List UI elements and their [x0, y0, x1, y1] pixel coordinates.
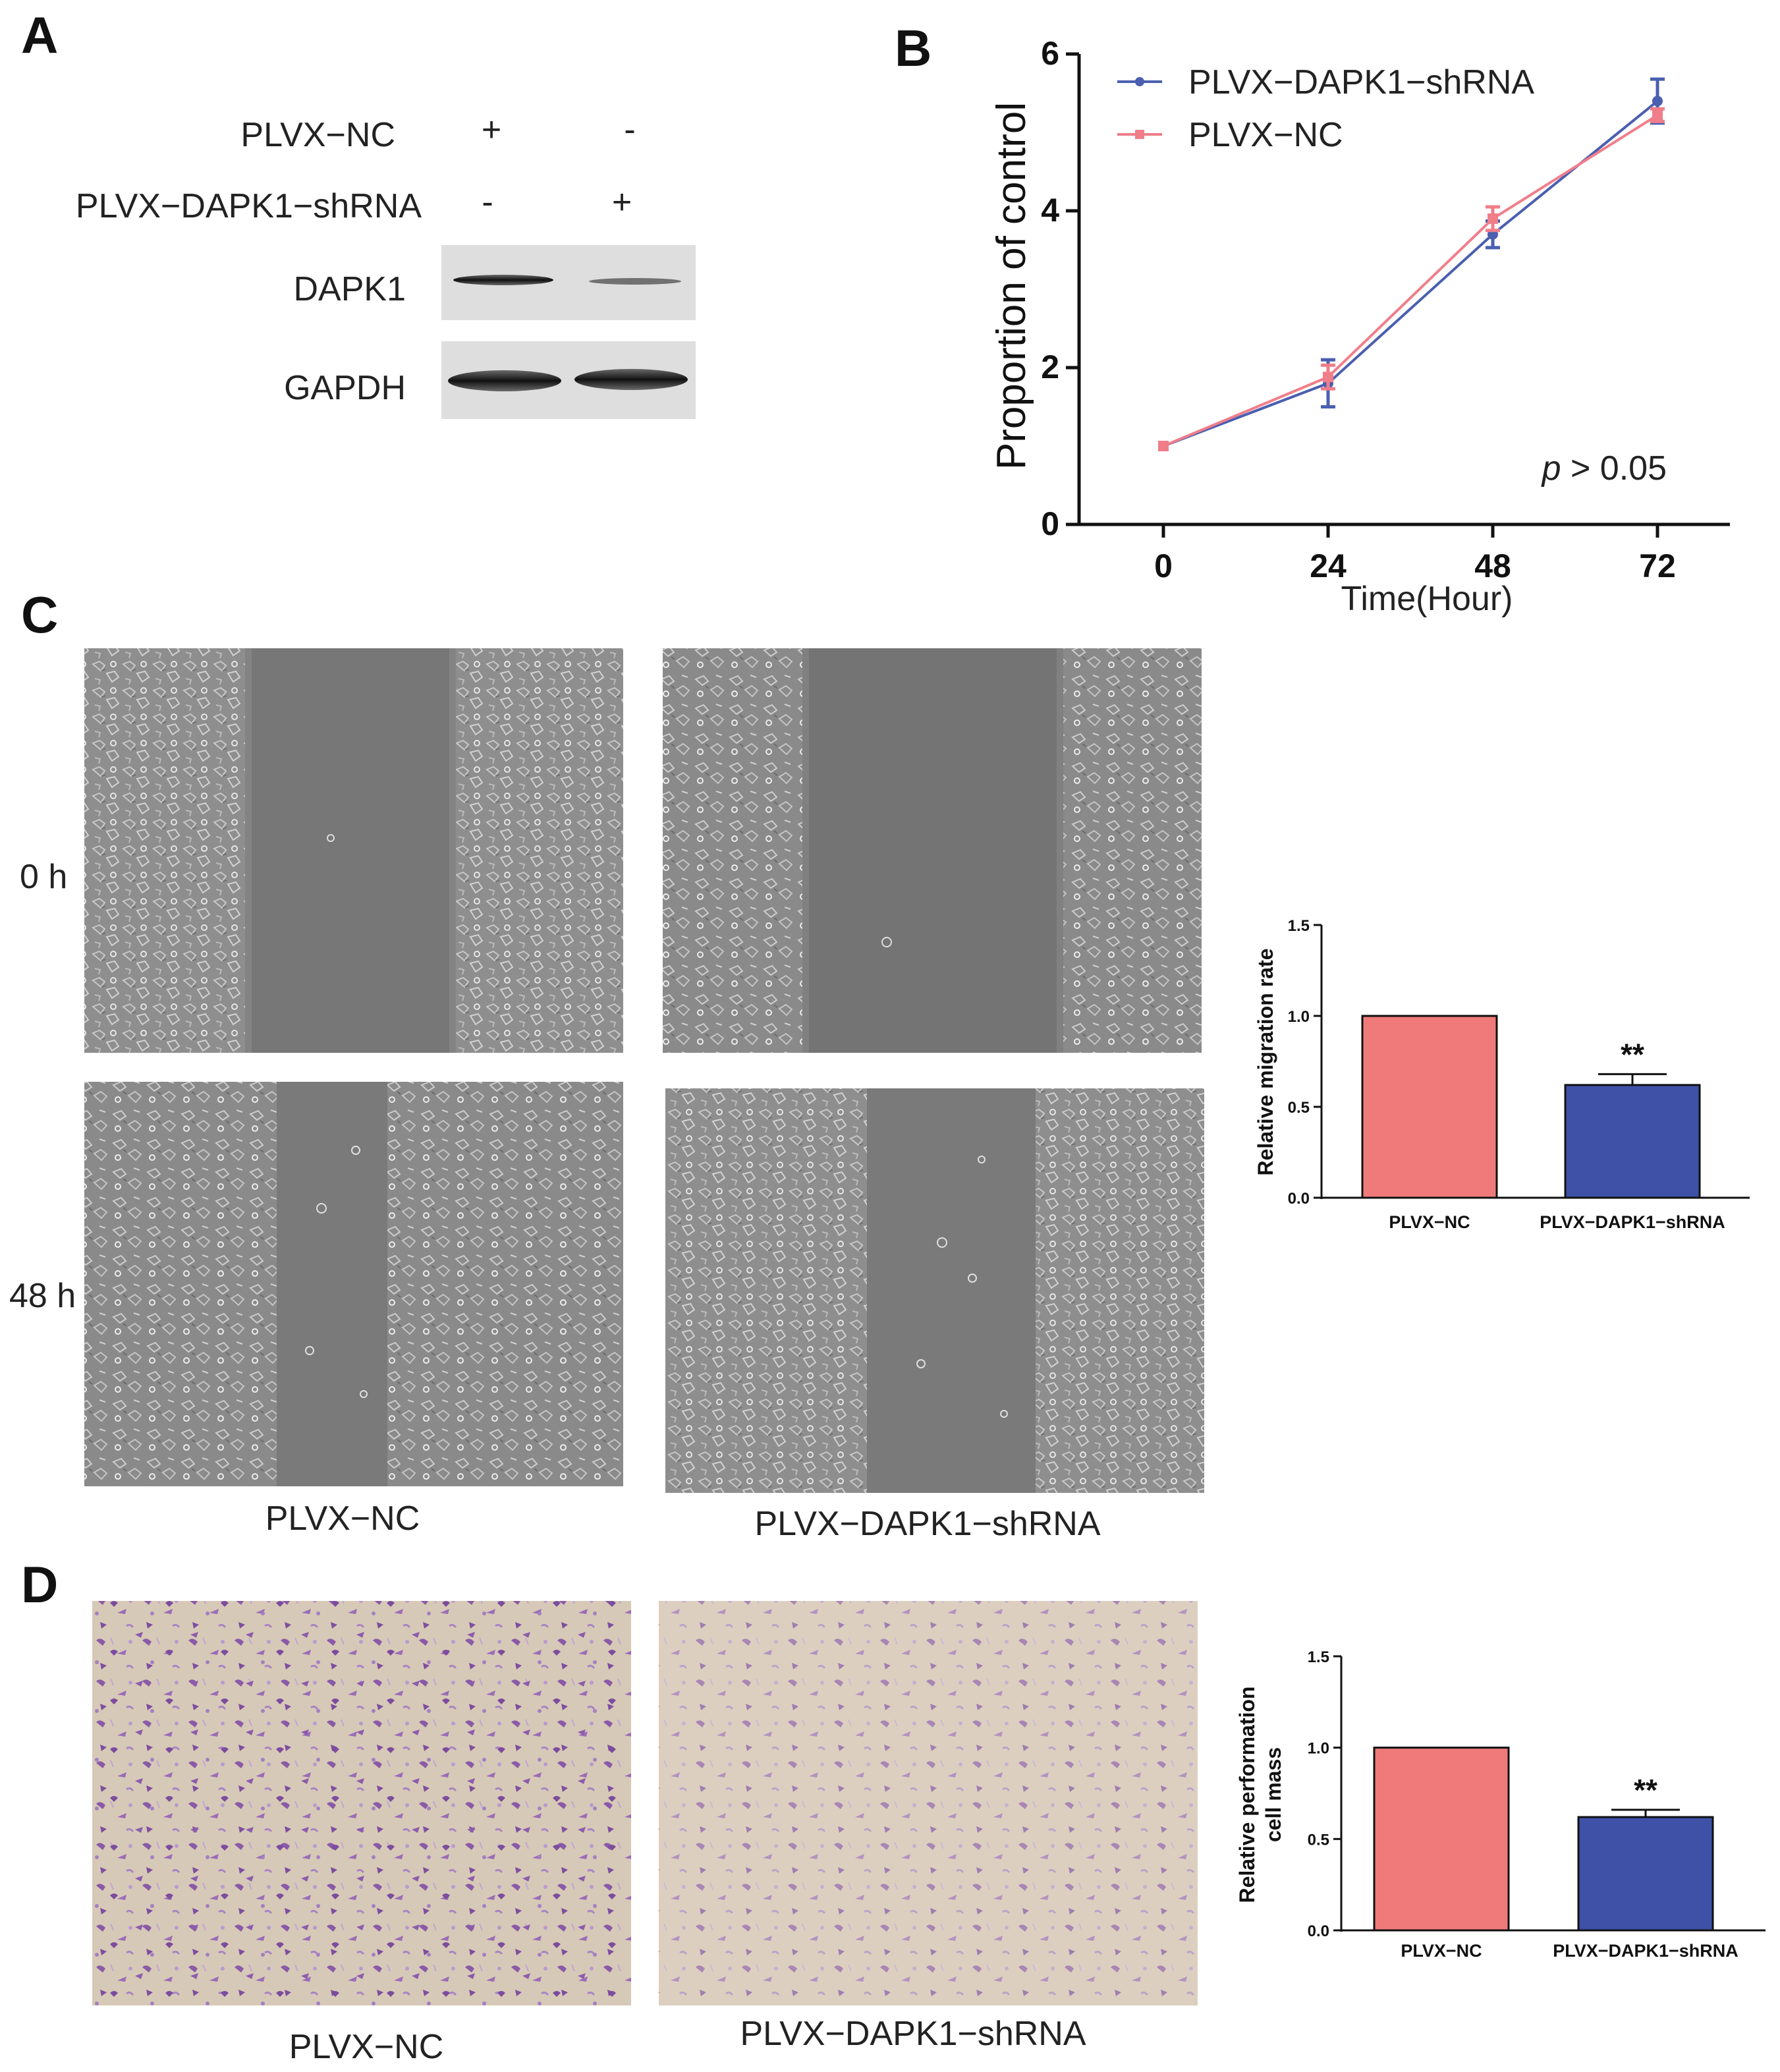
chart-b-y-ticks: 0 2 4 6	[1041, 35, 1079, 542]
panel-a-western-blot: PLVX−NC PLVX−DAPK1−shRNA + - - + DAPK1 G…	[76, 111, 696, 419]
chart-b-y-tick-label: 0	[1041, 505, 1059, 542]
micrograph-d-nc	[92, 1601, 631, 2005]
chart-c-bar-shrna	[1564, 1084, 1701, 1199]
chart-c-y-tick-label: 0.5	[1288, 1099, 1310, 1117]
caption-c-nc: PLVX−NC	[265, 1499, 420, 1538]
chart-c-y-tick-label: 0.0	[1288, 1190, 1310, 1208]
sign-nc-lane2: -	[624, 111, 635, 149]
chart-c-y-ticks: 0.0 0.5 1.0 1.5	[1288, 917, 1321, 1208]
p-threshold: > 0.05	[1561, 449, 1667, 488]
band-gapdh-shrna	[574, 369, 688, 390]
chart-c-y-axis-title: Relative migration rate	[1254, 949, 1277, 1176]
panel-d-transwell: PLVX−NC PLVX−DAPK1−shRNA	[92, 1601, 1198, 2066]
chart-b-y-tick-label: 4	[1041, 192, 1059, 229]
chart-c-migration: 0.0 0.5 1.0 1.5 PLVX−NC ** PLVX−DAPK1−shRNA R…	[1254, 917, 1750, 1232]
panel-label-a: A	[21, 6, 58, 64]
chart-d-category-label: PLVX−NC	[1401, 1941, 1482, 1961]
chart-d-y-tick-label: 1.0	[1308, 1740, 1329, 1758]
panel-label-c: C	[21, 586, 58, 644]
micrograph-shrna-0h	[663, 648, 1202, 1053]
chart-b-series	[1158, 77, 1665, 451]
sign-shrna-lane2: +	[612, 183, 632, 221]
chart-b-x-tick-label: 24	[1310, 547, 1347, 584]
chart-b-y-tick-label: 2	[1041, 349, 1059, 385]
chart-c-category-label: PLVX−DAPK1−shRNA	[1540, 1212, 1725, 1232]
micrograph-nc-0h	[84, 648, 623, 1053]
caption-c-shrna: PLVX−DAPK1−shRNA	[754, 1505, 1100, 1543]
p-symbol: p	[1541, 449, 1561, 488]
chart-b-point-nc	[1158, 441, 1169, 451]
legend-label-nc: PLVX−NC	[1188, 116, 1343, 154]
micrograph-shrna-48h	[665, 1088, 1204, 1493]
panel-c-scratch-assay: 0 h 48 h	[9, 648, 1204, 1543]
chart-c-y-tick-label: 1.0	[1288, 1008, 1310, 1026]
chart-b-y-tick-label: 6	[1041, 35, 1059, 72]
panel-label-d: D	[21, 1555, 58, 1613]
caption-d-shrna: PLVX−DAPK1−shRNA	[740, 2015, 1086, 2053]
chart-b-point-shrna	[1652, 96, 1663, 107]
chart-d-y-ticks: 0.0 0.5 1.0 1.5	[1308, 1648, 1341, 1940]
chart-b-x-tick-label: 72	[1639, 547, 1676, 584]
caption-d-nc: PLVX−NC	[289, 2028, 444, 2066]
chart-d-cell-mass: 0.0 0.5 1.0 1.5 PLVX−NC ** PLVX−DAPK1−shRNA R…	[1235, 1648, 1766, 1961]
chart-b-x-tick-label: 48	[1474, 547, 1511, 584]
time-label-48h: 48 h	[9, 1277, 76, 1315]
chart-b-x-axis-title: Time(Hour)	[1341, 580, 1513, 618]
chart-b-series-line-1	[1163, 114, 1659, 447]
chart-b-y-axis-title: Proportion of control	[989, 102, 1034, 470]
chart-d-bar-nc	[1373, 1747, 1510, 1932]
chart-d-bars: PLVX−NC ** PLVX−DAPK1−shRNA	[1373, 1747, 1738, 1961]
chart-b-x-tick-label: 0	[1154, 547, 1173, 584]
chart-c-significance: **	[1621, 1037, 1644, 1071]
chart-d-y-tick-label: 1.5	[1308, 1648, 1329, 1666]
micrograph-d-shrna	[659, 1601, 1198, 2005]
chart-d-y-axis-title-line1: Relative performation	[1235, 1687, 1259, 1903]
chart-c-y-tick-label: 1.5	[1288, 917, 1310, 935]
row-label-plvx-nc: PLVX−NC	[240, 116, 395, 154]
legend-label-shrna: PLVX−DAPK1−shRNA	[1188, 63, 1534, 101]
band-dapk1-shrna	[589, 278, 681, 285]
panel-label-b: B	[895, 19, 932, 77]
chart-b-point-nc	[1488, 213, 1498, 224]
blot-label-dapk1: DAPK1	[293, 270, 406, 308]
sign-nc-lane1: +	[482, 111, 501, 149]
chart-c-bar-nc	[1361, 1015, 1498, 1199]
band-gapdh-nc	[448, 370, 561, 391]
chart-b-p-annotation: p > 0.05	[1541, 449, 1667, 488]
sign-shrna-lane1: -	[482, 183, 493, 221]
chart-c-bars: PLVX−NC ** PLVX−DAPK1−shRNA	[1361, 1015, 1725, 1232]
chart-c-category-label: PLVX−NC	[1389, 1212, 1470, 1232]
legend-marker-shrna	[1135, 77, 1144, 86]
legend-marker-nc	[1135, 130, 1144, 139]
blot-label-gapdh: GAPDH	[284, 369, 406, 407]
chart-d-y-tick-label: 0.0	[1308, 1922, 1329, 1940]
chart-b-legend: PLVX−DAPK1−shRNA PLVX−NC	[1117, 63, 1534, 154]
row-label-plvx-dapk1-shrna: PLVX−DAPK1−shRNA	[76, 187, 422, 225]
chart-b-x-ticks: 0 24 48 72	[1154, 524, 1676, 584]
chart-b-point-nc	[1652, 109, 1663, 121]
chart-d-y-axis-title-line2: cell mass	[1262, 1747, 1285, 1842]
chart-d-bar-shrna	[1577, 1816, 1714, 1932]
chart-d-significance: **	[1634, 1773, 1657, 1807]
micrograph-nc-48h	[84, 1082, 623, 1486]
chart-d-y-tick-label: 0.5	[1308, 1831, 1329, 1849]
band-dapk1-nc	[453, 275, 553, 285]
chart-b-point-nc	[1323, 372, 1333, 383]
chart-d-category-label: PLVX−DAPK1−shRNA	[1553, 1941, 1738, 1961]
time-label-0h: 0 h	[20, 858, 67, 896]
